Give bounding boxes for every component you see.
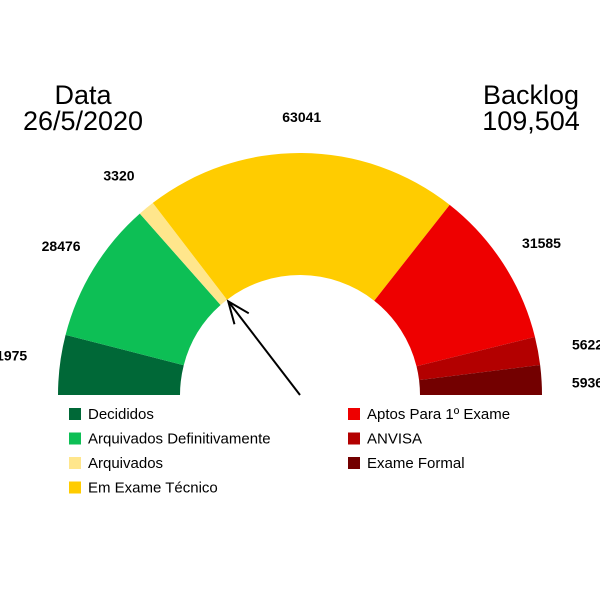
legend-swatch-arquivados: [69, 457, 81, 469]
gauge-arcs: [58, 152, 542, 395]
legend-label-em-exame-tecnico: Em Exame Técnico: [88, 480, 218, 497]
legend-swatch-exame-formal: [348, 457, 360, 469]
gauge-segment-decididos: [58, 334, 184, 395]
value-label-arquivados: 3320: [103, 168, 134, 184]
legend-label-decididos: Decididos: [88, 406, 154, 423]
legend-swatch-decididos: [69, 408, 81, 420]
backlog-value: 109,504: [482, 106, 580, 136]
gauge-value-labels: 11975 28476 3320 63041 31585 5622 5936: [0, 109, 600, 390]
legend-label-aptos-para-1-exame: Aptos Para 1º Exame: [367, 406, 510, 423]
legend-swatch-anvisa: [348, 432, 360, 445]
legend: Decididos Arquivados Definitivamente Arqui…: [69, 406, 510, 497]
legend-item-anvisa: ANVISA: [348, 431, 422, 448]
gauge-segment-anvisa: [416, 336, 541, 381]
value-label-arquivados-definitivamente: 28476: [42, 238, 81, 254]
legend-item-arquivados-definitivamente: Arquivados Definitivamente: [69, 431, 271, 448]
gauge-segment-arquivados-definitivamente: [65, 213, 221, 366]
legend-item-em-exame-tecnico: Em Exame Técnico: [69, 480, 218, 497]
gauge-pointer: [227, 300, 301, 396]
gauge-pointer-head: [226, 299, 250, 325]
value-label-decididos: 11975: [0, 348, 27, 364]
gauge-segment-em-exame-tecnico: [152, 152, 450, 301]
legend-item-exame-formal: Exame Formal: [348, 455, 465, 472]
legend-label-exame-formal: Exame Formal: [367, 455, 465, 472]
gauge-segment-exame-formal: [419, 364, 542, 395]
gauge-segment-aptos-para-1-exame: [374, 204, 535, 367]
date-label: Data: [54, 80, 112, 110]
value-label-em-exame-tecnico: 63041: [282, 109, 321, 125]
legend-swatch-em-exame-tecnico: [69, 481, 81, 494]
legend-item-aptos-para-1-exame: Aptos Para 1º Exame: [348, 406, 510, 423]
legend-label-arquivados: Arquivados: [88, 455, 163, 472]
legend-label-arquivados-definitivamente: Arquivados Definitivamente: [88, 431, 271, 448]
legend-swatch-arquivados-definitivamente: [69, 432, 81, 445]
legend-item-arquivados: Arquivados: [69, 455, 163, 472]
value-label-aptos-para-1-exame: 31585: [522, 235, 561, 251]
date-value: 26/5/2020: [23, 106, 143, 136]
legend-item-decididos: Decididos: [69, 406, 154, 423]
backlog-label: Backlog: [483, 80, 579, 110]
value-label-exame-formal: 5936: [572, 374, 600, 390]
value-label-anvisa: 5622: [572, 337, 600, 353]
gauge-segment-arquivados: [139, 202, 228, 306]
legend-swatch-aptos-para-1-exame: [348, 408, 360, 420]
legend-label-anvisa: ANVISA: [367, 431, 422, 448]
